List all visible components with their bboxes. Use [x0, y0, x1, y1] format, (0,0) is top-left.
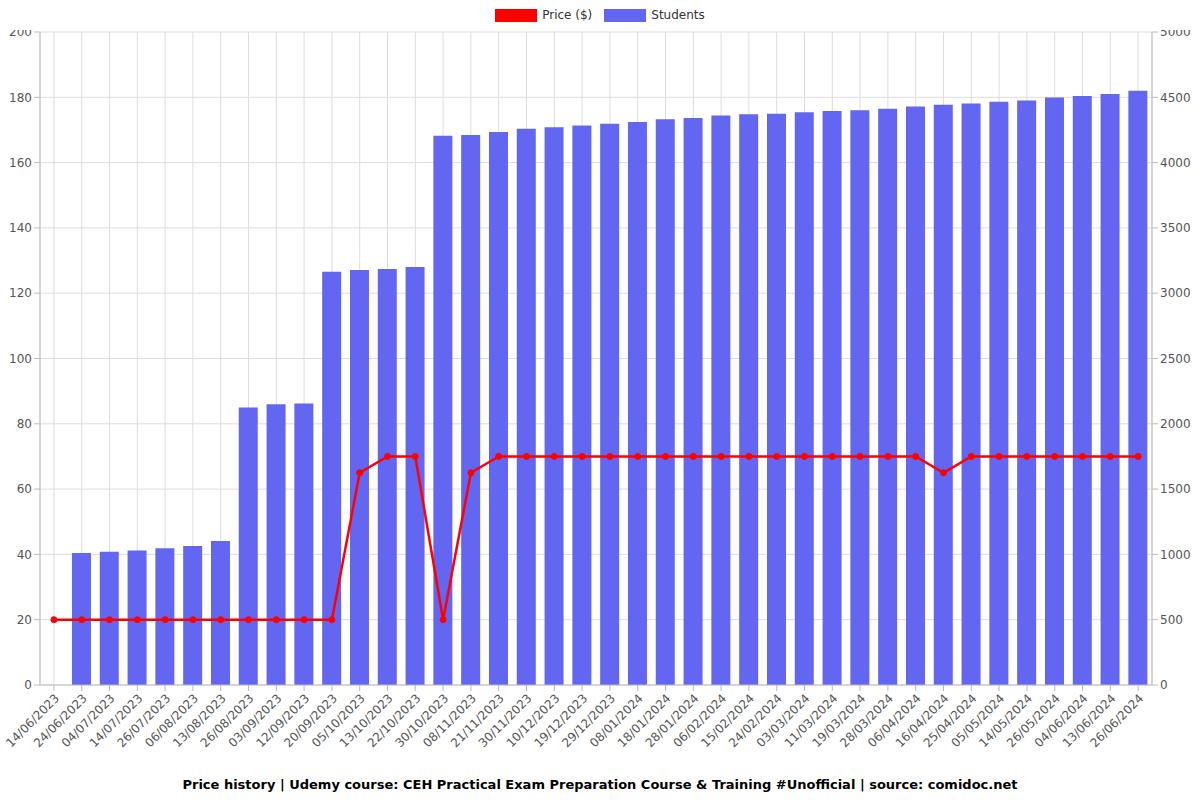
svg-text:28/03/2024: 28/03/2024 [837, 691, 896, 751]
svg-text:14/07/2023: 14/07/2023 [86, 691, 146, 751]
svg-text:1000: 1000 [1160, 548, 1191, 562]
svg-text:24/06/2023: 24/06/2023 [31, 691, 90, 751]
svg-text:160: 160 [9, 156, 32, 170]
svg-text:15/02/2024: 15/02/2024 [698, 691, 757, 751]
svg-text:120: 120 [9, 286, 32, 300]
svg-text:21/11/2023: 21/11/2023 [448, 691, 507, 751]
svg-text:24/02/2024: 24/02/2024 [726, 691, 785, 751]
svg-text:140: 140 [9, 221, 32, 235]
svg-text:08/01/2024: 08/01/2024 [587, 691, 646, 751]
svg-text:22/10/2023: 22/10/2023 [364, 691, 424, 751]
svg-text:19/12/2023: 19/12/2023 [531, 691, 591, 751]
svg-text:25/04/2024: 25/04/2024 [920, 691, 980, 751]
svg-text:20: 20 [17, 613, 32, 627]
svg-text:05/05/2024: 05/05/2024 [948, 691, 1008, 751]
svg-text:06/02/2024: 06/02/2024 [670, 691, 730, 751]
svg-text:26/05/2024: 26/05/2024 [1004, 691, 1063, 751]
svg-text:03/09/2023: 03/09/2023 [225, 691, 285, 751]
svg-text:18/01/2024: 18/01/2024 [614, 691, 674, 751]
svg-text:13/08/2023: 13/08/2023 [170, 691, 229, 751]
svg-text:14/05/2024: 14/05/2024 [976, 691, 1035, 751]
svg-text:28/01/2024: 28/01/2024 [642, 691, 702, 751]
svg-text:26/06/2024: 26/06/2024 [1087, 691, 1146, 750]
svg-text:2000: 2000 [1160, 417, 1191, 431]
svg-text:4000: 4000 [1160, 156, 1191, 170]
svg-text:20/09/2023: 20/09/2023 [281, 691, 340, 751]
svg-text:40: 40 [17, 548, 32, 562]
svg-text:180: 180 [9, 91, 32, 105]
svg-text:13/06/2024: 13/06/2024 [1059, 691, 1119, 751]
svg-text:80: 80 [17, 417, 32, 431]
svg-text:100: 100 [9, 352, 32, 366]
svg-text:0: 0 [1160, 678, 1168, 692]
svg-text:4500: 4500 [1160, 91, 1191, 105]
svg-text:30/11/2023: 30/11/2023 [475, 691, 535, 751]
svg-text:26/07/2023: 26/07/2023 [114, 691, 174, 751]
svg-text:12/09/2023: 12/09/2023 [253, 691, 313, 751]
svg-text:2500: 2500 [1160, 352, 1191, 366]
svg-text:500: 500 [1160, 613, 1183, 627]
svg-text:3000: 3000 [1160, 286, 1191, 300]
svg-text:5000: 5000 [1160, 30, 1191, 39]
svg-text:05/10/2023: 05/10/2023 [309, 691, 368, 751]
svg-text:1500: 1500 [1160, 482, 1191, 496]
svg-text:200: 200 [9, 30, 32, 39]
svg-text:16/04/2024: 16/04/2024 [892, 691, 952, 751]
svg-text:08/11/2023: 08/11/2023 [420, 691, 479, 751]
svg-text:30/10/2023: 30/10/2023 [392, 691, 452, 751]
svg-text:03/03/2024: 03/03/2024 [753, 691, 813, 751]
svg-text:26/08/2023: 26/08/2023 [197, 691, 257, 751]
html-text:Price history | Udemy course:: Price history | Udemy course: CEH Practi… [182, 777, 1018, 792]
svg-text:13/10/2023: 13/10/2023 [336, 691, 396, 751]
svg-text:06/04/2024: 06/04/2024 [865, 691, 924, 751]
svg-text:10/12/2023: 10/12/2023 [503, 691, 563, 751]
svg-text:29/12/2023: 29/12/2023 [559, 691, 618, 751]
svg-text:19/03/2024: 19/03/2024 [809, 691, 869, 751]
svg-text:60: 60 [17, 482, 32, 496]
svg-text:11/03/2024: 11/03/2024 [781, 691, 841, 751]
html-text:Price ($): Price ($) [542, 8, 593, 22]
svg-text:3500: 3500 [1160, 221, 1191, 235]
svg-text:04/06/2024: 04/06/2024 [1031, 691, 1091, 751]
svg-text:04/07/2023: 04/07/2023 [58, 691, 118, 751]
html-text:Students: Students [651, 8, 705, 22]
svg-text:0: 0 [24, 678, 32, 692]
svg-text:06/08/2023: 06/08/2023 [142, 691, 201, 751]
